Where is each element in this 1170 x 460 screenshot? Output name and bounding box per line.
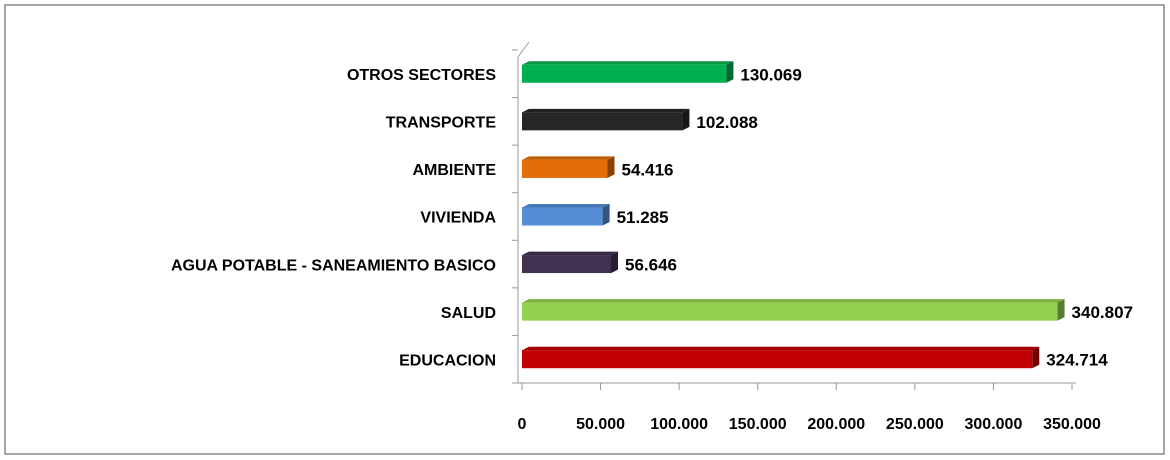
bar-side <box>602 204 610 226</box>
value-label: 340.807 <box>1072 303 1133 322</box>
bar-top <box>522 61 734 65</box>
y-axis-depth <box>517 41 530 58</box>
bar-top <box>522 251 619 256</box>
bar-side <box>682 108 690 131</box>
y-tick-label: EDUCACION <box>399 352 496 369</box>
bar-top <box>522 156 615 160</box>
y-tick-label: TRANSPORTE <box>386 115 497 132</box>
bar <box>522 255 612 274</box>
bar <box>522 159 608 178</box>
bar-top <box>522 204 610 208</box>
x-tick-label: 250.000 <box>886 416 944 433</box>
value-label: 102.088 <box>696 113 757 132</box>
bar-side <box>1057 299 1065 321</box>
value-label: 54.416 <box>622 160 674 179</box>
bar <box>522 64 727 83</box>
bar <box>522 207 603 226</box>
bar-top <box>522 108 690 113</box>
bar-side <box>1032 346 1040 369</box>
x-tick-label: 200.000 <box>807 416 865 433</box>
x-tick-label: 350.000 <box>1043 416 1101 433</box>
bar-side <box>611 251 619 274</box>
bar <box>522 302 1058 321</box>
x-tick-label: 100.000 <box>650 416 708 433</box>
value-label: 56.646 <box>625 256 677 275</box>
value-label: 324.714 <box>1046 351 1108 370</box>
value-label: 130.069 <box>740 65 801 84</box>
y-tick-label: AGUA POTABLE - SANEAMIENTO BASICO <box>171 257 496 274</box>
value-label: 51.285 <box>617 208 669 227</box>
bar-top <box>522 346 1040 351</box>
bar <box>522 350 1033 369</box>
bar-side <box>726 61 734 83</box>
y-tick-label: VIVIENDA <box>420 210 496 227</box>
bar <box>522 112 683 131</box>
x-tick-label: 50.000 <box>576 416 625 433</box>
y-tick-label: AMBIENTE <box>412 162 496 179</box>
bar-side <box>607 156 615 178</box>
y-tick-label: OTROS SECTORES <box>347 67 496 84</box>
bar-top <box>522 299 1065 303</box>
x-tick-label: 0 <box>518 416 527 433</box>
x-tick-label: 300.000 <box>965 416 1023 433</box>
x-tick-label: 150.000 <box>729 416 787 433</box>
y-tick-label: SALUD <box>441 305 496 322</box>
